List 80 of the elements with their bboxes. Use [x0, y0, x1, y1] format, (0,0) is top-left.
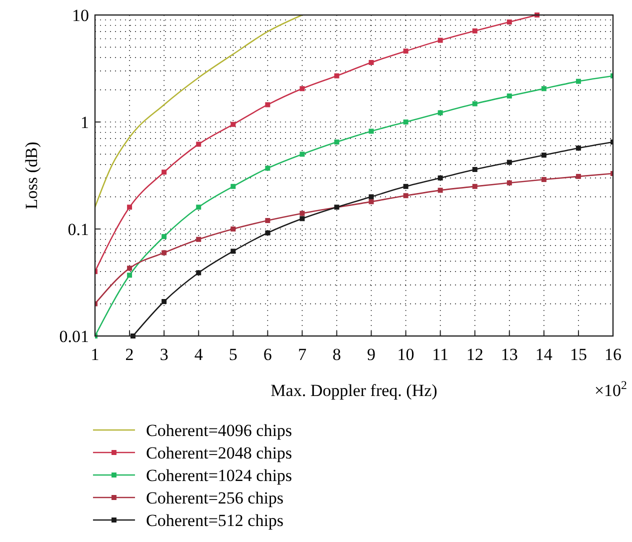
- legend-label: Coherent=4096 chips: [146, 421, 292, 440]
- point: [506, 160, 512, 165]
- point: [472, 184, 478, 189]
- point: [196, 270, 202, 276]
- line-series: [95, 14, 303, 208]
- point: [403, 48, 408, 54]
- point: [368, 60, 374, 65]
- legend-label: Coherent=512 chips: [146, 511, 284, 530]
- point: [403, 120, 408, 124]
- point: [265, 102, 270, 108]
- x-tick-label: 7: [298, 345, 307, 364]
- point: [127, 272, 132, 278]
- point: [472, 28, 478, 34]
- point: [127, 204, 132, 210]
- point: [541, 177, 546, 182]
- x-tick-label: 2: [125, 345, 134, 364]
- point: [368, 199, 374, 204]
- point: [403, 184, 408, 189]
- legend-label: Coherent=256 chips: [146, 488, 284, 508]
- point: [334, 140, 340, 145]
- point: [127, 266, 132, 271]
- point: [368, 194, 374, 200]
- point: [438, 110, 443, 116]
- x-axis-title: Max. Doppler freq. (Hz): [270, 381, 438, 400]
- point: [230, 122, 236, 127]
- point: [472, 101, 478, 106]
- point: [576, 78, 581, 84]
- point: [196, 236, 202, 242]
- x-tick-label: 13: [500, 345, 518, 364]
- point: [265, 218, 270, 224]
- point: [230, 248, 236, 254]
- x-tick-label: 16: [604, 345, 622, 364]
- point: [506, 93, 512, 98]
- point: [576, 174, 581, 179]
- point: [196, 142, 202, 147]
- point: [162, 299, 167, 304]
- x-tick-label: 4: [194, 345, 204, 364]
- y-tick-label: 0.1: [68, 220, 89, 239]
- x-tick-label: 12: [466, 345, 484, 364]
- text: ×10$^{2}$: [594, 378, 628, 400]
- point: [265, 166, 270, 171]
- x-tick-label: 5: [228, 345, 238, 364]
- point: [541, 152, 546, 158]
- y-tick-label: 0.01: [59, 327, 89, 346]
- point: [438, 38, 443, 43]
- point: [438, 175, 443, 180]
- x-tick-label: 11: [432, 345, 449, 364]
- y-axis-title: Loss (dB): [22, 142, 41, 210]
- point: [403, 193, 408, 198]
- point: [162, 234, 167, 240]
- y-tick-label: 1: [80, 113, 89, 132]
- x-tick-label: 9: [367, 345, 376, 364]
- point: [196, 204, 202, 210]
- point: [334, 73, 340, 78]
- point: [300, 86, 305, 92]
- point: [334, 204, 340, 210]
- x-tick-label: 14: [535, 345, 553, 364]
- point: [576, 146, 581, 151]
- x-tick-label: 10: [397, 345, 414, 364]
- legend-label: Coherent=1024 chips: [146, 466, 292, 485]
- y-tick-label: 10: [72, 6, 89, 25]
- x-tick-label: 6: [263, 345, 272, 364]
- x-tick-label: 8: [332, 345, 341, 364]
- point: [300, 152, 305, 157]
- point: [438, 188, 443, 193]
- point: [472, 166, 478, 172]
- x-tick-label: 15: [570, 345, 587, 364]
- point: [541, 86, 546, 92]
- point: [162, 250, 167, 256]
- legend-label: Coherent=2048 chips: [146, 444, 292, 462]
- point: [506, 180, 512, 186]
- point: [162, 170, 167, 175]
- x-tick-label: 3: [160, 345, 168, 364]
- point: [300, 210, 305, 216]
- point: [265, 230, 270, 236]
- point: [506, 20, 512, 25]
- point: [300, 216, 305, 222]
- point: [368, 128, 374, 134]
- point: [230, 226, 236, 232]
- point: [230, 184, 236, 189]
